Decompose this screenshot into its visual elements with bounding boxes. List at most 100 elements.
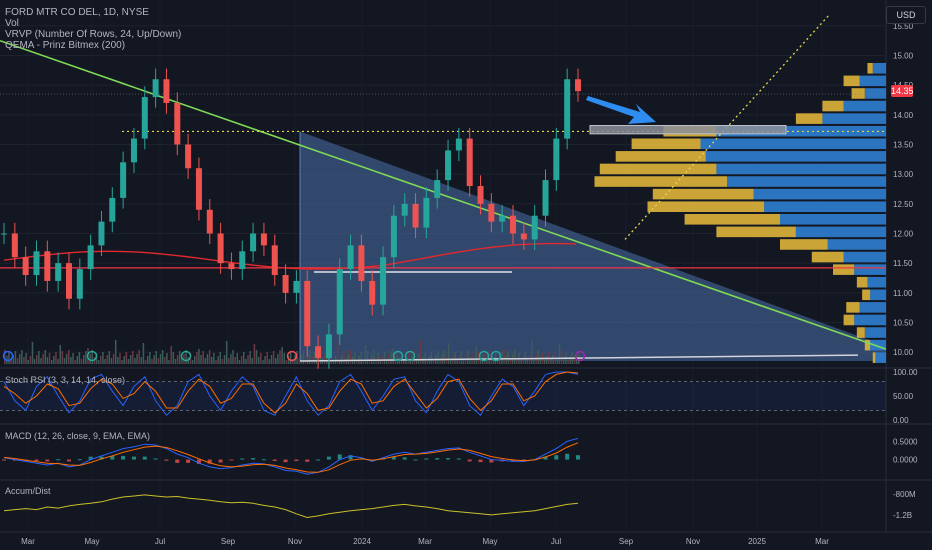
volume-bar [185, 350, 187, 364]
volume-bar [462, 358, 465, 364]
stoch-tick-label: 100.00 [893, 368, 918, 377]
candle-body [195, 168, 202, 210]
volume-bar [230, 354, 232, 364]
volume-bar [573, 359, 576, 364]
macd-histogram-bar [576, 455, 580, 460]
volume-bar [364, 345, 367, 364]
volume-bar [507, 351, 510, 364]
price-tick-label: 10.50 [893, 318, 914, 327]
volume-bar [97, 360, 100, 364]
last-price-tag: 14.35 [891, 85, 914, 97]
volume-bar [567, 360, 569, 364]
macd-histogram-bar [56, 459, 61, 461]
volume-bar [449, 360, 452, 364]
volume-profile-up-bar [716, 125, 886, 137]
volume-bar [260, 353, 262, 364]
triangle-shade [300, 131, 886, 362]
volume-profile-up-bar [822, 113, 886, 124]
volume-bar [48, 353, 51, 364]
volume-profile-up-bar [859, 302, 886, 313]
volume-bar [161, 350, 164, 364]
volume-bar [499, 356, 501, 364]
macd-histogram-bar [294, 459, 299, 462]
volume-bar [138, 350, 140, 364]
volume-bar [59, 345, 61, 364]
volume-profile-up-bar [753, 188, 886, 200]
candle-body [445, 150, 452, 181]
volume-bar [324, 354, 326, 364]
vrvp-label[interactable]: VRVP (Number Of Rows, 24, Up/Down) [5, 29, 182, 40]
macd-histogram-bar [348, 455, 353, 460]
volume-bar [373, 350, 375, 364]
candle-body [217, 233, 224, 264]
candle-body [488, 203, 495, 222]
macd-histogram-bar [240, 458, 245, 460]
candle-body [76, 269, 83, 299]
time-tick-label: 2024 [353, 537, 371, 546]
candle-body [33, 251, 40, 276]
volume-profile-down-bar [864, 339, 871, 351]
volume-bar [210, 357, 213, 364]
volume-bar [422, 357, 424, 364]
macd-histogram-bar [196, 459, 201, 464]
candle-body [358, 245, 365, 281]
price-tick-label: 11.00 [893, 289, 913, 298]
ascending-dotted-line [624, 13, 831, 240]
volume-bar [110, 358, 113, 364]
volume-bar [100, 356, 102, 364]
volume-bar [283, 353, 286, 364]
macd-histogram-bar [164, 459, 169, 461]
volume-bar [82, 355, 85, 364]
macd-histogram-bar [229, 459, 234, 461]
earnings-marker-icon [404, 350, 416, 362]
volume-bar [151, 359, 153, 364]
qema-label[interactable]: QEMA - Prinz Bitmex (200) [5, 40, 126, 51]
symbol-title[interactable]: FORD MTR CO DEL, 1D, NYSE [5, 7, 149, 18]
volume-profile-down-bar [795, 113, 823, 124]
volume-profile-up-bar [870, 339, 886, 351]
stoch-rsi-label[interactable]: Stoch RSI (3, 3, 14, 14, close) [5, 375, 126, 385]
macd-tick-label: 0.0000 [893, 456, 918, 465]
time-tick-label: May [482, 537, 497, 546]
volume-bar [232, 350, 234, 364]
candle-body [163, 79, 170, 103]
volume-bar [501, 352, 503, 364]
candle-body [44, 251, 51, 281]
volume-bar [236, 353, 239, 364]
volume-bar [53, 356, 55, 364]
volume-bar [164, 357, 166, 364]
volume-bar [456, 359, 458, 364]
vol-label[interactable]: Vol [5, 18, 19, 29]
macd-histogram-bar [251, 458, 256, 460]
volume-bar [300, 354, 303, 364]
volume-bar [522, 356, 525, 364]
time-tick-label: Mar [418, 537, 432, 546]
bottom-white-line [299, 354, 859, 362]
volume-bar [447, 343, 450, 364]
candle-body [65, 263, 72, 299]
volume-bar [18, 354, 21, 364]
volume-profile-down-bar [822, 100, 844, 112]
volume-bar [153, 355, 155, 364]
volume-bar [287, 356, 290, 364]
volume-bar [170, 346, 172, 364]
candle-body [130, 138, 137, 163]
macd-label[interactable]: MACD (12, 26, close, 9, EMA, EMA) [5, 431, 151, 441]
time-tick-label: Mar [21, 537, 35, 546]
macd-histogram-bar [554, 455, 559, 460]
volume-bar [33, 359, 36, 364]
candle-body [11, 233, 18, 258]
volume-bar [475, 346, 478, 364]
volume-bar [556, 358, 559, 364]
volume-bar [117, 357, 119, 364]
macd-histogram-bar [153, 458, 158, 460]
volume-bar [157, 358, 160, 364]
accum-dist-label[interactable]: Accum/Dist [5, 486, 51, 496]
volume-bar [274, 358, 277, 364]
volume-bar [279, 350, 281, 364]
time-tick-label: 2025 [748, 537, 766, 546]
macd-histogram-bar [565, 453, 570, 460]
volume-profile-up-bar [854, 264, 886, 275]
currency-button[interactable]: USD [886, 6, 926, 24]
